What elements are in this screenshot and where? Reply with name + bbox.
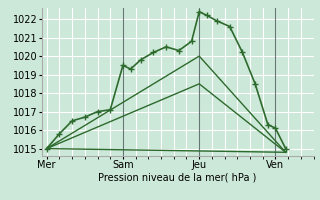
- X-axis label: Pression niveau de la mer( hPa ): Pression niveau de la mer( hPa ): [99, 173, 257, 183]
